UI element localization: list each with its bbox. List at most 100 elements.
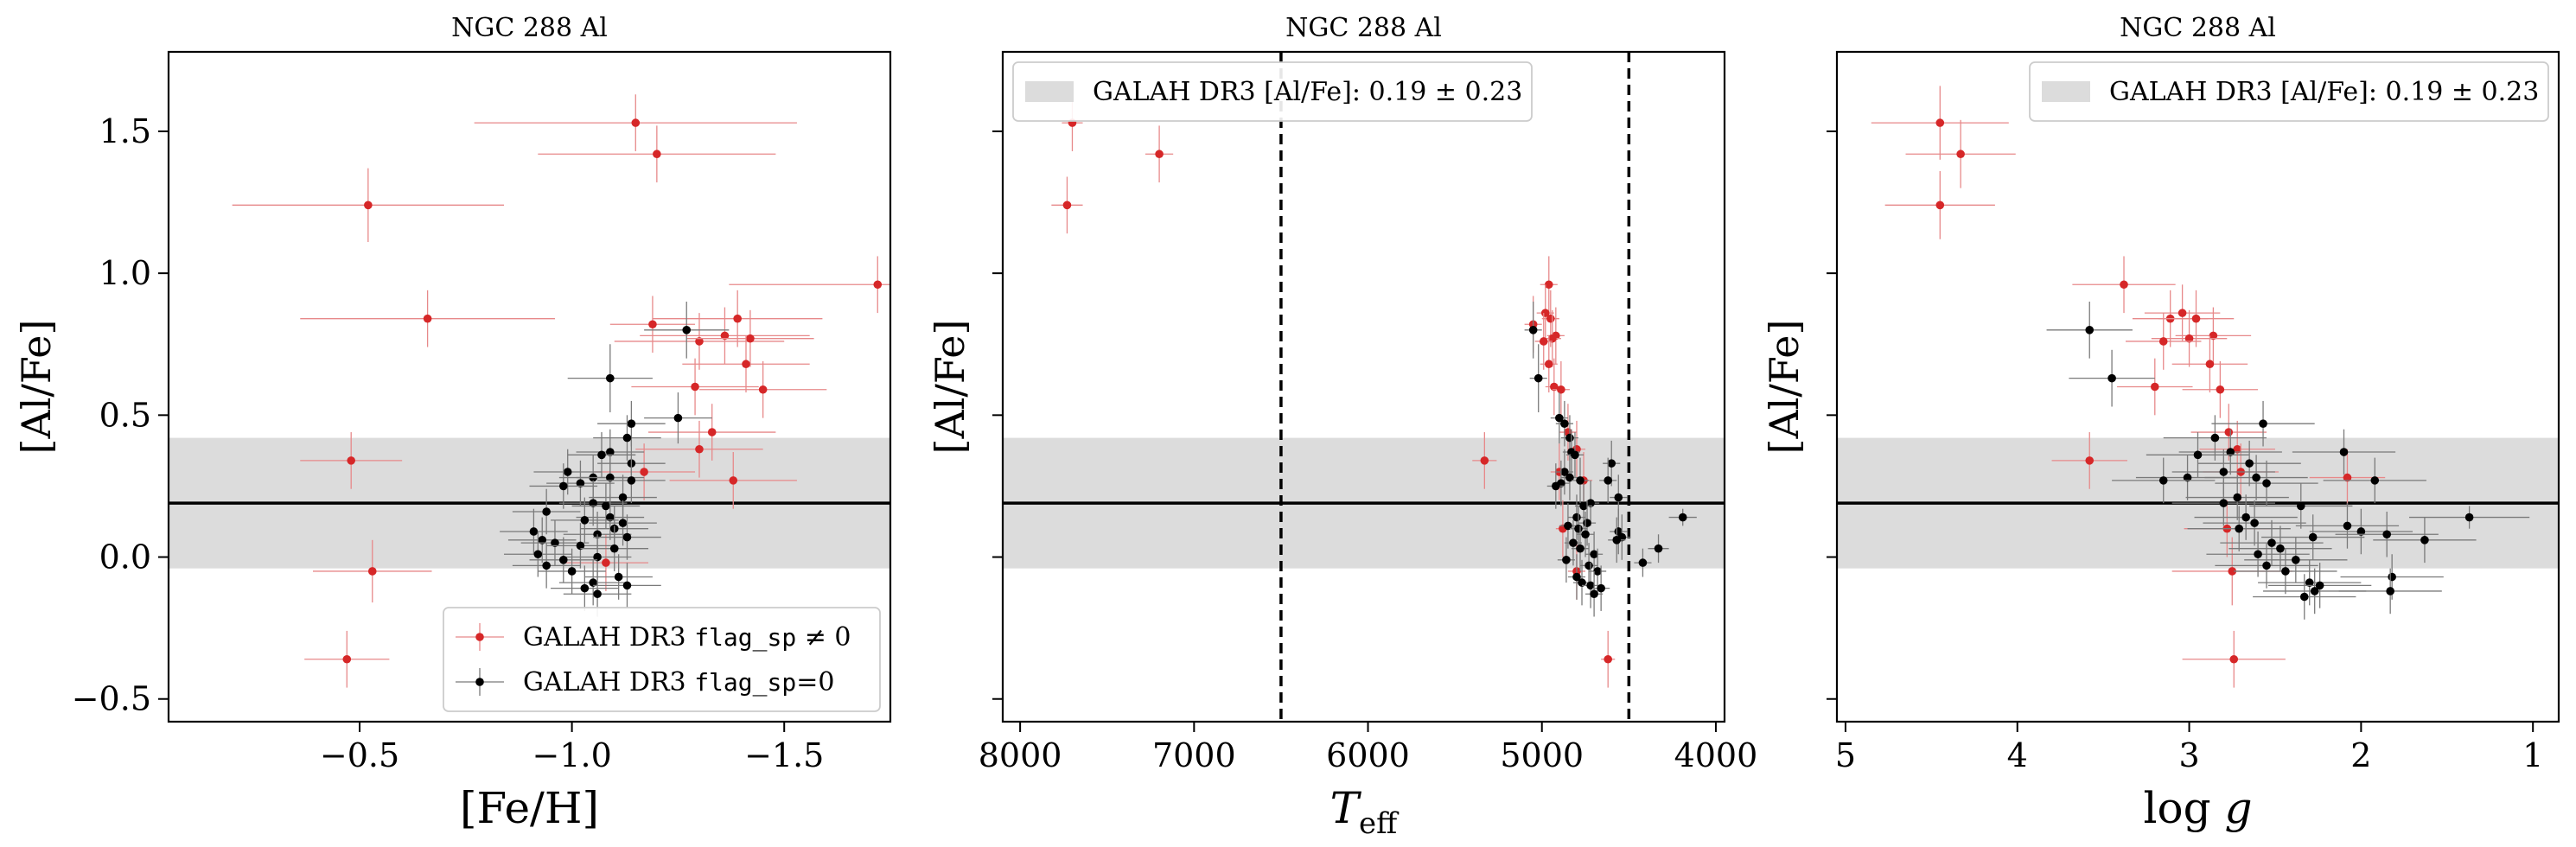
data-point — [1871, 86, 2009, 160]
data-point — [2211, 400, 2315, 447]
point-marker — [873, 280, 883, 290]
point-marker — [1539, 337, 1548, 346]
point-marker — [423, 314, 432, 323]
data-point — [563, 534, 632, 580]
point-marker — [1586, 581, 1595, 590]
point-marker — [533, 550, 543, 559]
point-marker — [1565, 433, 1574, 443]
point-marker — [2241, 513, 2250, 522]
data-point — [2171, 335, 2248, 393]
point-marker — [347, 456, 356, 465]
data-point — [2199, 420, 2275, 478]
data-point — [567, 344, 653, 413]
legend-marker — [475, 633, 484, 641]
legend-label: GALAH DR3 flag_sp=0 — [523, 667, 834, 697]
data-point — [593, 563, 661, 608]
point-marker — [682, 326, 692, 334]
data-point — [2206, 531, 2310, 577]
data-point — [551, 497, 619, 544]
point-marker — [614, 572, 623, 582]
point-marker — [2085, 326, 2095, 334]
data-point — [1543, 309, 1561, 367]
data-point — [546, 523, 615, 569]
data-point — [1540, 335, 1558, 393]
point-marker — [1569, 538, 1578, 547]
data-point — [500, 508, 568, 555]
series-2 — [2046, 301, 2530, 620]
data-point — [1536, 284, 1554, 341]
point-marker — [733, 314, 742, 323]
data-point — [1540, 256, 1558, 314]
data-point — [546, 460, 615, 506]
data-point — [300, 290, 555, 347]
point-marker — [729, 476, 738, 485]
point-marker — [1935, 201, 1945, 210]
data-point — [529, 463, 598, 509]
data-point — [2163, 415, 2267, 461]
series-2 — [1524, 301, 1697, 617]
data-point — [2323, 457, 2426, 504]
data-point — [2135, 455, 2240, 500]
point-marker — [529, 527, 539, 536]
y-tick-label: 1.0 — [99, 254, 151, 292]
point-marker — [1597, 583, 1605, 593]
point-marker — [1935, 118, 1945, 127]
point-marker — [648, 320, 657, 329]
point-marker — [1572, 513, 1581, 522]
data-point — [1564, 519, 1583, 566]
point-marker — [2276, 544, 2285, 553]
point-marker — [2219, 499, 2228, 507]
data-point — [1648, 534, 1669, 564]
point-marker — [2085, 456, 2095, 465]
point-marker — [2183, 473, 2192, 482]
point-marker — [2310, 587, 2319, 595]
point-marker — [2158, 476, 2168, 485]
data-point — [2215, 543, 2318, 589]
data-point — [1582, 480, 1600, 526]
data-point — [2146, 432, 2250, 478]
point-marker — [1578, 578, 1586, 587]
legend-label: GALAH DR3 flag_sp ≠ 0 — [523, 622, 851, 653]
point-marker — [563, 468, 572, 476]
series-1 — [232, 94, 890, 688]
point-marker — [673, 413, 683, 423]
data-point — [2261, 514, 2365, 560]
legend-label-prefix: GALAH DR3 — [523, 667, 694, 697]
point-marker — [538, 536, 547, 544]
point-marker — [542, 561, 551, 570]
point-marker — [2386, 587, 2394, 595]
y-axis-label: [Al/Fe] — [927, 320, 973, 455]
point-marker — [2250, 519, 2259, 527]
series-1 — [1051, 94, 1616, 688]
point-marker — [2281, 567, 2290, 576]
point-marker — [576, 479, 585, 487]
point-marker — [580, 583, 590, 593]
data-point — [652, 290, 823, 347]
point-marker — [2464, 513, 2474, 522]
point-marker — [1560, 468, 1569, 476]
point-marker — [2305, 578, 2314, 587]
point-marker — [1555, 413, 1564, 423]
data-point — [2338, 568, 2442, 615]
data-point — [1472, 432, 1497, 489]
data-point — [538, 125, 776, 183]
point-marker — [1557, 385, 1565, 394]
data-point — [1555, 400, 1573, 447]
point-marker — [720, 331, 730, 341]
y-tick-label: 1.5 — [99, 112, 151, 150]
point-marker — [2259, 419, 2267, 428]
point-marker — [742, 360, 750, 369]
data-point — [2171, 480, 2275, 526]
point-marker — [1548, 334, 1557, 343]
data-point — [669, 452, 797, 509]
point-marker — [2245, 459, 2254, 468]
point-marker — [551, 538, 559, 547]
point-marker — [2343, 473, 2352, 482]
data-point — [2249, 483, 2353, 529]
data-point — [2171, 449, 2275, 495]
plot-area — [1837, 86, 2559, 688]
data-point — [538, 548, 606, 595]
data-point — [2244, 537, 2348, 583]
data-point — [686, 309, 814, 367]
